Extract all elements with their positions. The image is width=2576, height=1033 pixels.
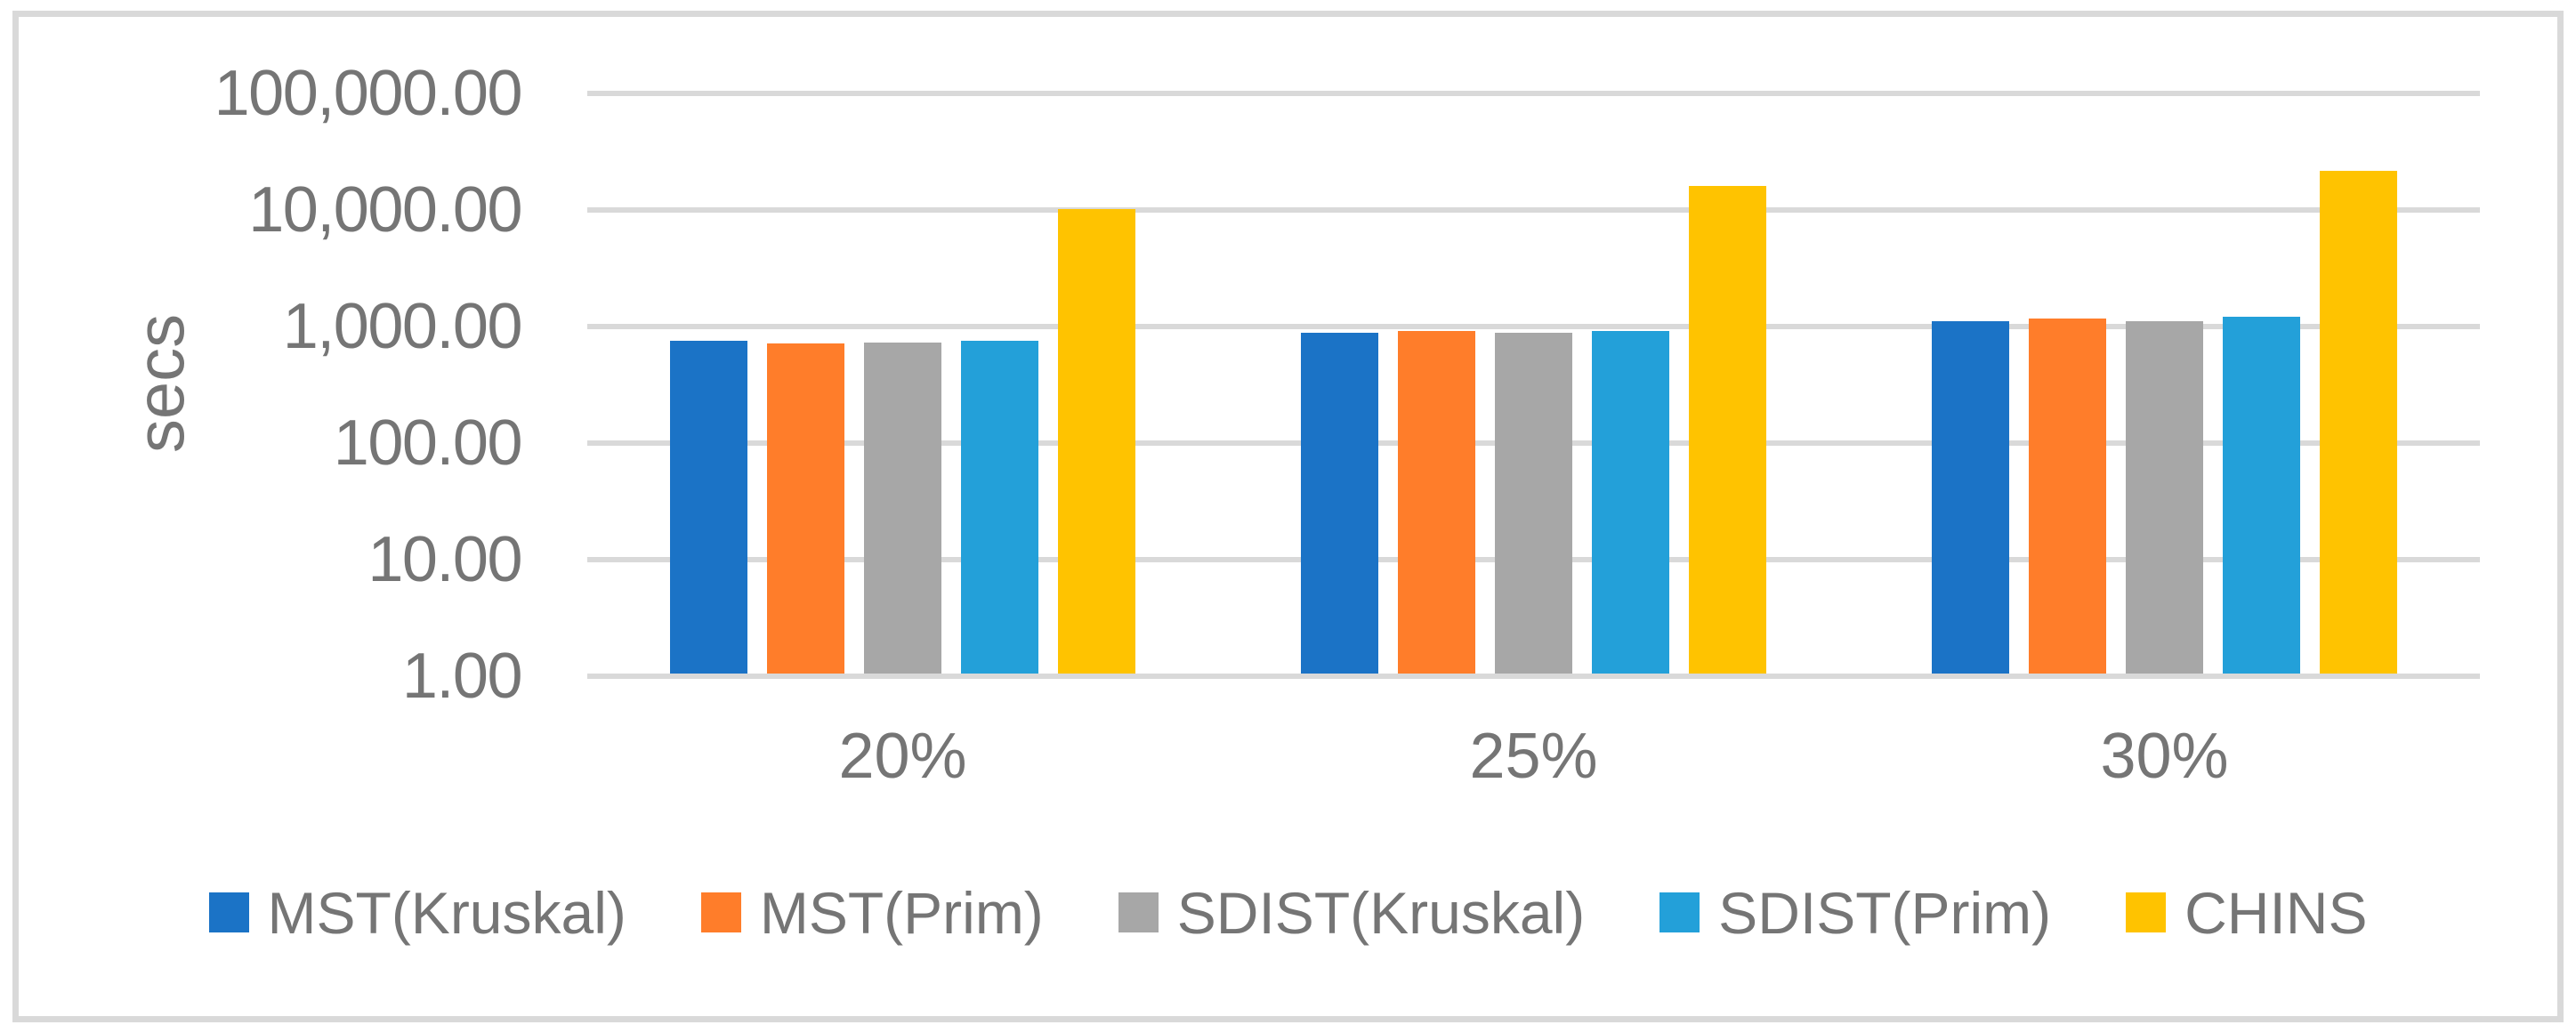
legend-item-mst-prim: MST(Prim) [700,877,1044,948]
bar-chins-30 [2320,171,2397,674]
plot-area [587,91,2480,679]
legend-swatch-mst-kruskal [208,892,249,932]
bar-sdist-kruskal-25 [1495,332,1572,674]
bar-mst-kruskal-20 [670,340,747,674]
y-tick-label-100-000-00: 100,000.00 [214,58,523,129]
legend-item-sdist-kruskal: SDIST(Kruskal) [1118,877,1585,948]
gridline [587,324,2480,329]
legend-swatch-sdist-prim [1659,892,1700,932]
x-axis-line [587,674,2480,679]
legend-label-sdist-kruskal: SDIST(Kruskal) [1176,879,1586,946]
legend-item-sdist-prim: SDIST(Prim) [1659,877,2051,948]
bar-sdist-prim-25 [1592,331,1669,674]
x-category-label-25: 25% [1469,721,1598,792]
legend-label-mst-kruskal: MST(Kruskal) [267,879,626,946]
y-tick-label-100-00: 100.00 [333,408,523,479]
legend-label-mst-prim: MST(Prim) [759,879,1044,946]
bar-chins-20 [1058,208,1135,674]
x-category-label-30: 30% [2100,721,2229,792]
gridline [587,91,2480,96]
legend-swatch-chins [2126,892,2167,932]
bar-sdist-prim-30 [2223,316,2300,674]
legend-label-sdist-prim: SDIST(Prim) [1718,879,2052,946]
y-tick-label-1-00: 1.00 [401,641,523,712]
x-axis-category-labels: 20% 25% 30% [587,717,2480,802]
y-tick-label-10-000-00: 10,000.00 [248,174,522,246]
legend-label-chins: CHINS [2184,879,2368,946]
bar-mst-prim-20 [767,343,844,674]
gridline [587,207,2480,213]
bar-mst-kruskal-25 [1301,332,1378,674]
bar-mst-kruskal-30 [1932,320,2009,674]
legend-swatch-mst-prim [700,892,741,932]
legend-swatch-sdist-kruskal [1118,892,1159,932]
bar-chins-25 [1689,186,1766,674]
bar-mst-prim-30 [2029,319,2106,674]
y-tick-label-1-000-00: 1,000.00 [282,291,523,362]
bar-sdist-kruskal-30 [2126,320,2203,674]
y-axis-tick-labels: 100,000.00 10,000.00 1,000.00 100.00 10.00 1.… [0,0,523,801]
bar-mst-prim-25 [1398,331,1475,674]
bar-sdist-kruskal-20 [864,342,941,674]
legend-item-mst-kruskal: MST(Kruskal) [208,877,626,948]
bar-sdist-prim-20 [961,340,1038,674]
x-category-label-20: 20% [838,721,967,792]
legend-item-chins: CHINS [2126,877,2368,948]
legend: MST(Kruskal) MST(Prim) SDIST(Kruskal) SDIST… [0,870,2576,955]
y-tick-label-10-00: 10.00 [367,524,522,595]
